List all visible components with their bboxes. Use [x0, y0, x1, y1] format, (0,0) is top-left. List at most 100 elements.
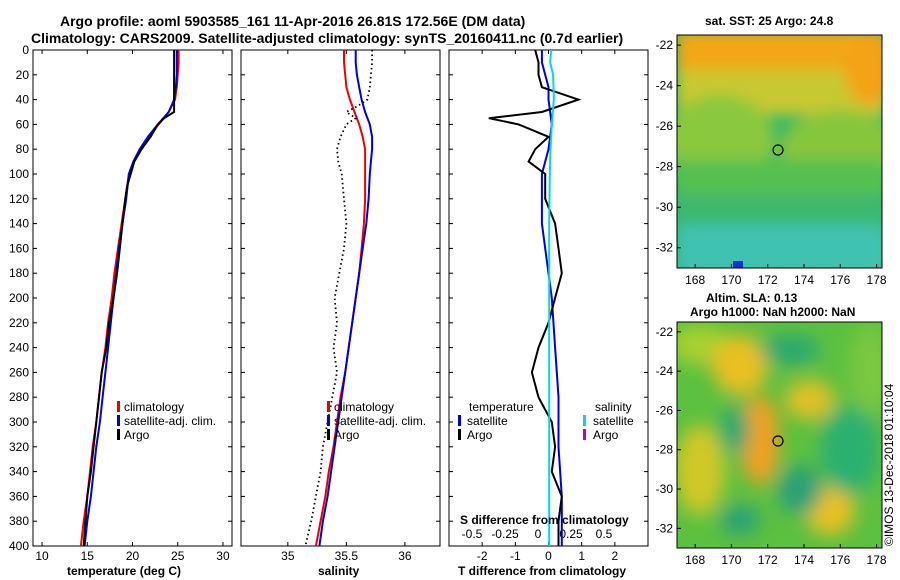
map-x-tick-label: 174 [794, 553, 814, 567]
depth-tick-label: 340 [9, 465, 29, 479]
x-tick-label: 25 [171, 549, 185, 563]
map-x-tick-label: 176 [830, 273, 850, 287]
temperature-axis-label: temperature (deg C) [67, 564, 181, 578]
depth-tick-label: 320 [9, 440, 29, 454]
legend-label: Argo [124, 428, 150, 442]
sla-map-title: Altim. SLA: 0.13 [706, 291, 798, 305]
sst-blue-pixel [733, 261, 743, 268]
temperature-depth-axis: 0 20 40 60 80 100 120 140 160 180 200 220 240 260 280 3… [9, 43, 648, 553]
map-y-tick-label: -28 [656, 443, 674, 457]
x-tick-label: 30 [216, 549, 230, 563]
sst-map-frame [676, 34, 883, 269]
sla-field [677, 322, 882, 548]
legend-label: satellite [467, 414, 508, 428]
argo-line [304, 50, 374, 547]
legend-title-temperature: temperature [469, 400, 534, 414]
legend-label: satellite-adj. clim. [334, 414, 426, 428]
s-diff-tick-label: -0.5 [462, 527, 483, 541]
legend-label: climatology [124, 400, 184, 414]
sla-map-subtitle: Argo h1000: NaN h2000: NaN [690, 305, 855, 319]
depth-tick-label: 360 [9, 489, 29, 503]
depth-tick-label: 240 [9, 341, 29, 355]
legend-swatch-temp-argo [458, 429, 461, 440]
depth-tick-label: 20 [16, 68, 30, 82]
figure-title-line1: Argo profile: aoml 5903585_161 11-Apr-20… [60, 13, 525, 29]
map-y-tick-label: -26 [656, 403, 674, 417]
depth-tick-label: 220 [9, 316, 29, 330]
figure-title-line2: Climatology: CARS2009. Satellite-adjuste… [31, 30, 623, 46]
x-tick-label: 36 [398, 549, 412, 563]
depth-tick-label: 180 [9, 266, 29, 280]
map-x-tick-label: 172 [758, 273, 778, 287]
map-y-tick-label: -24 [656, 364, 674, 378]
difference-legend: temperature satellite Argo salinity sate… [458, 400, 634, 442]
depth-tick-label: 400 [9, 539, 29, 553]
map-x-tick-label: 178 [867, 553, 887, 567]
map-y-tick-label: -28 [656, 160, 674, 174]
depth-tick-label: 60 [16, 117, 30, 131]
legend-title-salinity: salinity [595, 400, 632, 414]
x-tick-label: 0 [545, 549, 552, 563]
legend-swatch-satellite [327, 415, 330, 426]
sla-map-frame [676, 321, 883, 549]
legend-swatch-argo [117, 429, 120, 440]
legend-label: satellite-adj. clim. [124, 414, 216, 428]
x-tick-label: 1 [578, 549, 585, 563]
s-diff-tick-label: 0.5 [596, 527, 613, 541]
map-x-tick-label: 172 [758, 553, 778, 567]
map-y-tick-label: -26 [656, 119, 674, 133]
satellite-adj-clim--line [318, 50, 374, 547]
depth-tick-label: 300 [9, 415, 29, 429]
legend-swatch-satellite [117, 415, 120, 426]
climatology-line [79, 50, 180, 547]
legend-label: Argo [334, 428, 360, 442]
map-y-tick-label: -30 [656, 200, 674, 214]
x-tick-label: 10 [35, 549, 49, 563]
sst-map-title: sat. SST: 25 Argo: 24.8 [705, 14, 834, 28]
s-diff-tick-label: 0 [535, 527, 542, 541]
depth-tick-label: 380 [9, 514, 29, 528]
sst-field [677, 35, 882, 268]
map-x-tick-label: 174 [794, 273, 814, 287]
depth-tick-label: 160 [9, 241, 29, 255]
map-x-tick-label: 178 [867, 273, 887, 287]
sst-argo-marker [772, 144, 784, 156]
sla-argo-marker [772, 435, 784, 447]
map-x-tick-label: 170 [721, 553, 741, 567]
satellite-adj-clim--line [83, 50, 178, 547]
x-tick-label: 2 [611, 549, 618, 563]
map-y-tick-label: -30 [656, 482, 674, 496]
x-tick-label: -2 [477, 549, 488, 563]
salinity-legend: climatology satellite-adj. clim. Argo [327, 400, 426, 442]
difference-axis-label: T difference from climatology [458, 564, 626, 578]
map-y-tick-label: -22 [656, 38, 674, 52]
depth-tick-label: 140 [9, 217, 29, 231]
map-y-tick-label: -32 [656, 241, 674, 255]
difference-x-axis: -2 -1 0 1 2 -0.5 -0.25 0 0.25 0.5 [462, 50, 618, 563]
legend-swatch-sal-argo [583, 429, 586, 440]
profile-lines [79, 49, 582, 547]
legend-label: Argo [467, 428, 493, 442]
temperature-argo-line [488, 49, 582, 546]
legend-swatch-argo [327, 429, 330, 440]
argo-line [82, 50, 176, 547]
map-x-tick-label: 170 [721, 273, 741, 287]
legend-swatch-sal-satellite [583, 415, 586, 426]
depth-tick-label: 200 [9, 291, 29, 305]
s-diff-tick-label: -0.25 [491, 527, 519, 541]
map-y-tick-label: -24 [656, 79, 674, 93]
sst-map: sat. SST: 25 Argo: 24.8 168 170 172 174 176 1… [656, 14, 887, 287]
salinity-axis-label: salinity [318, 564, 360, 578]
depth-tick-label: 0 [22, 43, 29, 57]
salinity-panel-frame [240, 49, 441, 547]
legend-label: satellite [593, 414, 634, 428]
s-diff-tick-label: 0.25 [559, 527, 583, 541]
legend-swatch-climatology [117, 401, 120, 412]
s-difference-axis-label: S difference from climatology [460, 513, 629, 527]
depth-tick-label: 40 [16, 93, 30, 107]
imos-credit: ©IMOS 13-Dec-2018 01:10:04 [882, 383, 896, 546]
temperature-legend: climatology satellite-adj. clim. Argo [117, 400, 216, 442]
x-tick-label: -1 [510, 549, 521, 563]
x-tick-label: 20 [126, 549, 140, 563]
